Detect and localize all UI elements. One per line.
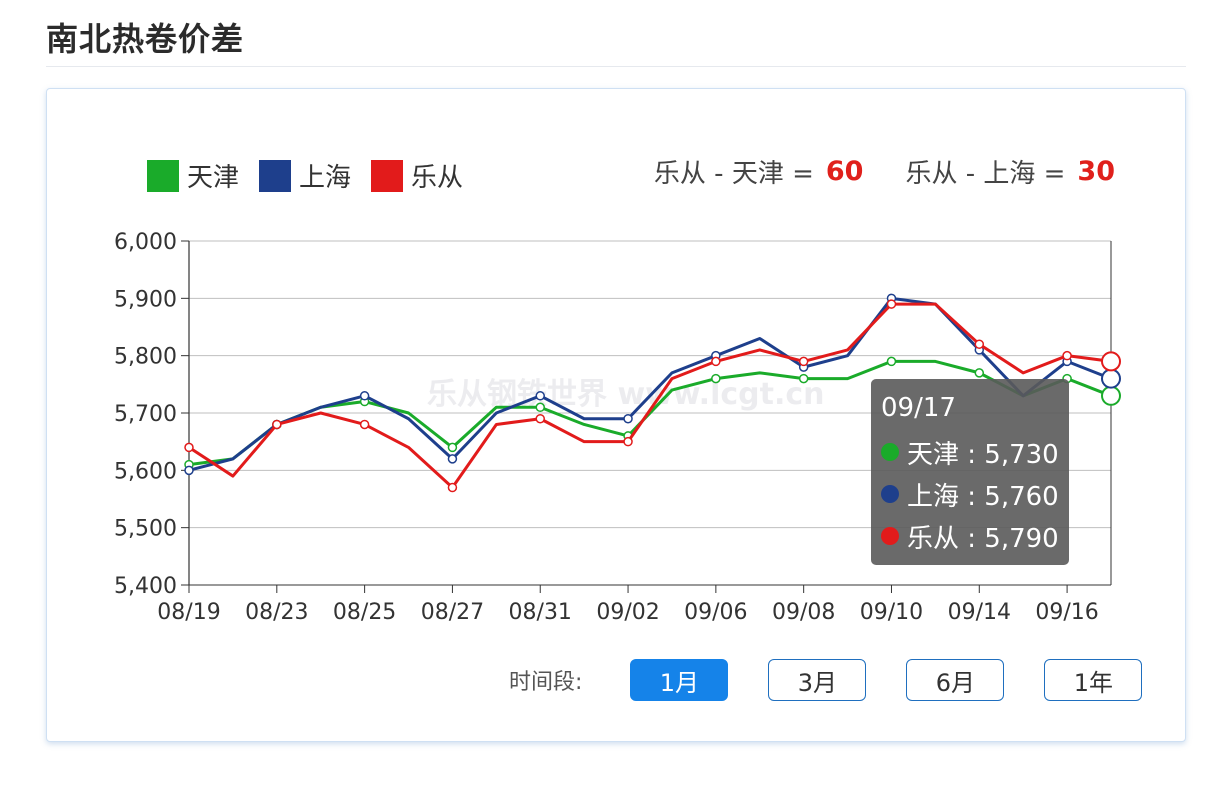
spread-value: 60 [825,156,864,187]
x-tick-label: 09/16 [1035,600,1098,625]
title-divider [46,66,1186,67]
y-tick-label: 6,000 [114,230,177,255]
spread-label: 乐从 - 上海 = [905,159,1066,189]
series-line-1 [188,296,1112,472]
data-point [974,339,985,349]
data-point [711,373,721,384]
x-tick-label: 08/23 [245,600,308,625]
data-point [447,454,458,464]
tooltip-dot [881,527,899,545]
spread-lecong-shanghai: 乐从 - 上海 = 30 [905,153,1115,190]
legend-swatch [147,159,179,192]
y-tick-label: 5,800 [114,345,177,370]
series-line-2 [188,302,1112,490]
tooltip-value: 乐从 : 5,790 [907,523,1059,554]
y-tick-label: 5,400 [114,574,177,599]
x-tick-label: 09/02 [596,600,659,625]
x-tick-label: 09/10 [860,600,923,625]
time-range-selector: 时间段: 1月 3月 6月 1年 [509,659,1182,701]
legend-swatch [259,159,292,192]
data-point [1062,350,1072,361]
data-point [623,436,633,447]
y-tick-label: 5,900 [114,287,177,312]
tooltip-dot [881,485,899,503]
tooltip-row-lecong: 乐从 : 5,790 [881,515,1059,557]
data-point [359,419,370,430]
legend-label: 天津 [187,163,240,193]
legend-item-tianjin[interactable]: 天津 [147,157,239,194]
legend-swatch [371,159,404,192]
legend-item-lecong[interactable]: 乐从 [371,157,463,194]
data-point [711,356,721,367]
y-tick-label: 5,700 [114,402,177,427]
tooltip-dot [881,443,899,461]
tooltip-value: 上海 : 5,760 [907,481,1059,512]
legend-label: 乐从 [411,163,464,193]
highlight-point [1101,351,1121,372]
data-point [447,442,458,453]
legend: 天津 上海 乐从 [147,157,483,194]
data-point [798,356,809,367]
spread-label: 乐从 - 天津 = [653,159,814,189]
series-line-0 [188,359,1112,467]
range-button-1y[interactable]: 1年 [1044,659,1143,701]
highlight-point [1101,385,1121,406]
time-range-label: 时间段: [509,670,583,695]
tooltip-row-shanghai: 上海 : 5,760 [881,473,1059,515]
range-button-3m[interactable]: 3月 [768,659,867,701]
x-tick-label: 09/14 [948,600,1011,625]
data-point [535,391,545,401]
data-point [798,373,809,384]
x-tick-label: 09/06 [684,600,747,625]
highlight-point [1101,368,1121,389]
range-button-6m[interactable]: 6月 [906,659,1005,701]
tooltip-date: 09/17 [881,393,956,423]
data-point [272,419,282,430]
chart-tooltip: 09/17 天津 : 5,730 上海 : 5,760 乐从 : 5,790 [871,379,1069,565]
data-point [359,391,370,401]
data-point [623,413,633,424]
x-tick-label: 08/25 [333,600,396,625]
data-point [886,299,897,309]
data-point [184,465,194,476]
tooltip-value: 天津 : 5,730 [907,439,1059,470]
y-tick-label: 5,500 [114,517,177,542]
x-tick-label: 08/19 [157,600,220,625]
data-point [886,356,897,367]
x-tick-label: 09/08 [772,600,835,625]
spread-summary: 乐从 - 天津 = 60 乐从 - 上海 = 30 [612,153,1115,190]
spread-value: 30 [1077,156,1115,187]
spread-lecong-tianjin: 乐从 - 天津 = 60 [654,153,864,190]
data-point [535,413,545,424]
page-title: 南北热卷价差 [46,20,245,58]
data-point [184,442,194,453]
range-button-1m[interactable]: 1月 [630,659,729,701]
x-tick-label: 08/27 [421,600,484,625]
y-tick-label: 5,600 [114,459,177,484]
data-point [535,402,545,413]
tooltip-row-tianjin: 天津 : 5,730 [881,431,1059,473]
x-tick-label: 08/31 [509,600,572,625]
legend-label: 上海 [299,163,352,193]
price-line-chart: 5,400 5,500 5,600 5,700 5,800 5,900 6,000 08/19… [114,230,1121,625]
data-point [974,368,985,378]
data-point [447,482,458,493]
legend-item-shanghai[interactable]: 上海 [259,157,351,194]
chart-card: 天津 上海 乐从 乐从 - 天津 = 60 乐从 - 上海 = 30 乐从钢铁世… [46,88,1186,742]
